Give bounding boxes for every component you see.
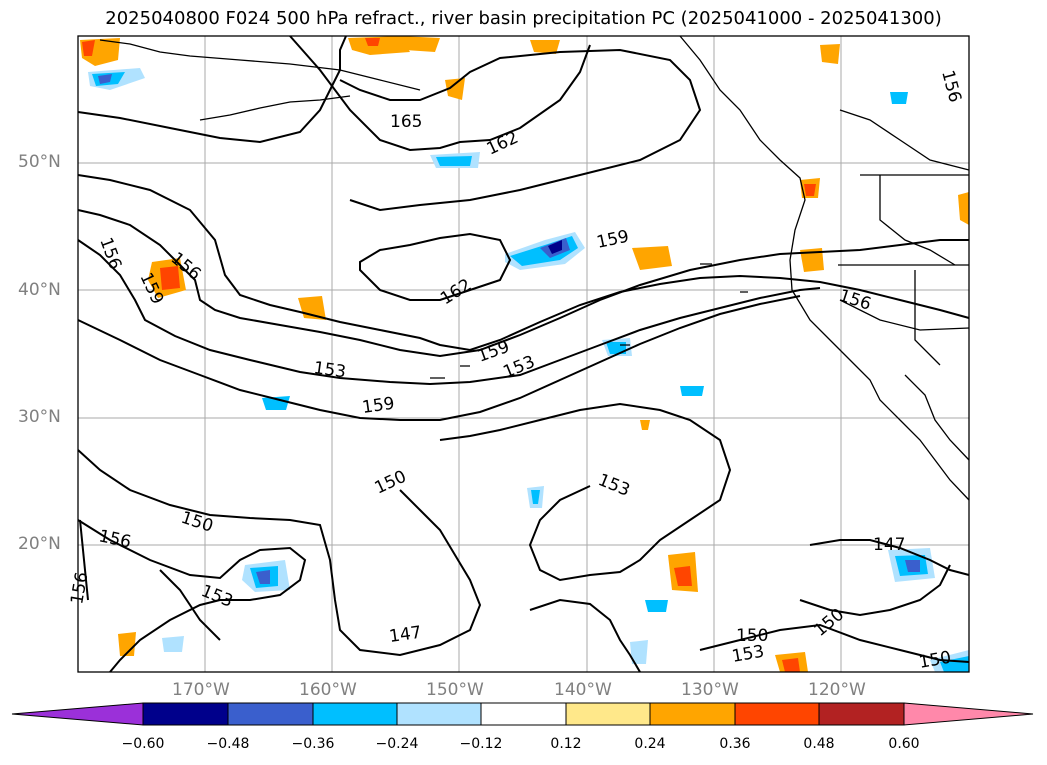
lat-label: 50°N (18, 152, 61, 172)
lon-label: 120°W (808, 680, 866, 700)
colorbar-bin (11, 702, 144, 726)
contour-label: 159 (595, 227, 631, 253)
lat-label: 40°N (18, 280, 61, 300)
colorbar-tick: 0.48 (803, 736, 835, 752)
contour-label: 162 (437, 275, 475, 309)
map-title: 2025040800 F024 500 hPa refract., river … (105, 8, 942, 29)
colorbar-bin (649, 702, 736, 726)
lon-label: 170°W (172, 680, 230, 700)
contour-label: 159 (361, 394, 396, 418)
contour-label: 150 (736, 626, 768, 646)
colorbar-bin (734, 702, 820, 726)
contour-labels: 165 162 162 159 159 159 159 156 156 156 … (67, 68, 965, 673)
map-frame (77, 35, 970, 673)
colorbar-tick: 0.12 (550, 736, 582, 752)
colorbar-bin (818, 702, 905, 726)
precip-patches (80, 36, 969, 672)
colorbar-bin (396, 702, 482, 726)
colorbar-tick: 0.60 (888, 736, 920, 752)
contour-label: 165 (390, 112, 422, 132)
colorbar (11, 702, 1034, 726)
lon-label: 130°W (681, 680, 739, 700)
contour-label: 150 (178, 508, 215, 537)
contour-label: 156 (97, 526, 133, 552)
contour-label: 156 (937, 68, 965, 105)
contour-label: 147 (873, 535, 905, 555)
lat-label: 20°N (18, 534, 61, 554)
contour-label: 156 (67, 570, 92, 605)
colorbar-bin (312, 702, 398, 726)
colorbar-tick: 0.36 (719, 736, 751, 752)
colorbar-bin (142, 702, 229, 726)
colorbar-tick: −0.12 (459, 736, 503, 752)
lon-label: 160°W (299, 680, 357, 700)
lon-label: 140°W (554, 680, 612, 700)
graticule (78, 36, 969, 672)
coastlines (99, 35, 970, 501)
contour-label: 156 (95, 235, 125, 272)
lat-label: 30°N (18, 407, 61, 427)
colorbar-tick: 0.24 (634, 736, 666, 752)
colorbar-tick: −0.36 (291, 736, 335, 752)
colorbar-bin (903, 702, 1034, 726)
contour-label: 150 (810, 605, 848, 641)
colorbar-bin (565, 702, 651, 726)
contour-label: 153 (312, 358, 347, 382)
colorbar-tick: −0.60 (121, 736, 165, 752)
refractivity-contours (77, 35, 970, 673)
colorbar-bin (480, 702, 567, 726)
lon-label: 150°W (426, 680, 484, 700)
contour-label: 153 (198, 581, 236, 612)
colorbar-bin (227, 702, 314, 726)
colorbar-tick: −0.48 (206, 736, 250, 752)
contour-label: 162 (484, 128, 522, 160)
contour-label: 147 (388, 623, 423, 647)
contour-label: 153 (595, 470, 633, 501)
colorbar-tick: −0.24 (375, 736, 419, 752)
